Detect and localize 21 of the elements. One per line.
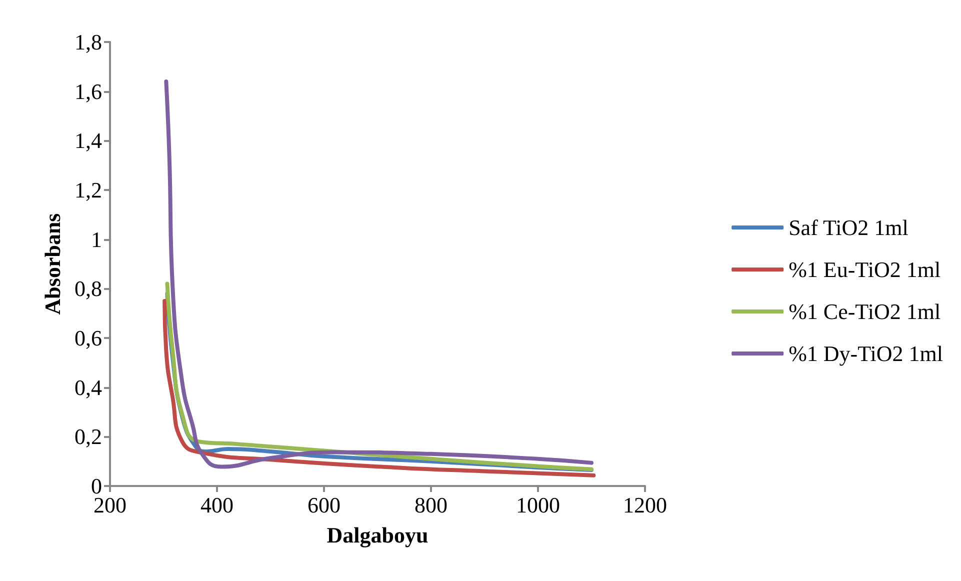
x-tick-label: 600 <box>308 492 340 518</box>
x-axis-title: Dalgaboyu <box>326 522 428 548</box>
legend-label: Saf TiO2 1ml <box>788 215 908 240</box>
y-tick-label: 1,8 <box>74 30 102 54</box>
y-tick-label: 1,2 <box>74 178 102 202</box>
line-series <box>164 79 594 469</box>
y-tick-label: 1,6 <box>74 78 102 104</box>
y-tick-label: 1 <box>91 226 102 252</box>
x-tick-label: 1200 <box>623 492 667 518</box>
y-tick-label: 1,4 <box>74 128 102 154</box>
y-tick-label: 0,4 <box>74 374 102 400</box>
y-tick-label: 0,6 <box>74 326 102 350</box>
y-tick-label: 0,8 <box>74 276 102 302</box>
x-tick-label: 400 <box>200 492 234 518</box>
y-tick-label: 0,2 <box>74 424 102 450</box>
x-tick-label: 1000 <box>516 492 560 518</box>
legend-label: %1 Ce-TiO2 1ml <box>788 299 941 324</box>
legend-label: %1 Eu-TiO2 1ml <box>788 257 941 282</box>
x-tick-label: 800 <box>414 492 448 518</box>
y-axis-title: Absorbans <box>40 212 66 315</box>
legend-label: %1 Dy-TiO2 1ml <box>788 341 944 366</box>
